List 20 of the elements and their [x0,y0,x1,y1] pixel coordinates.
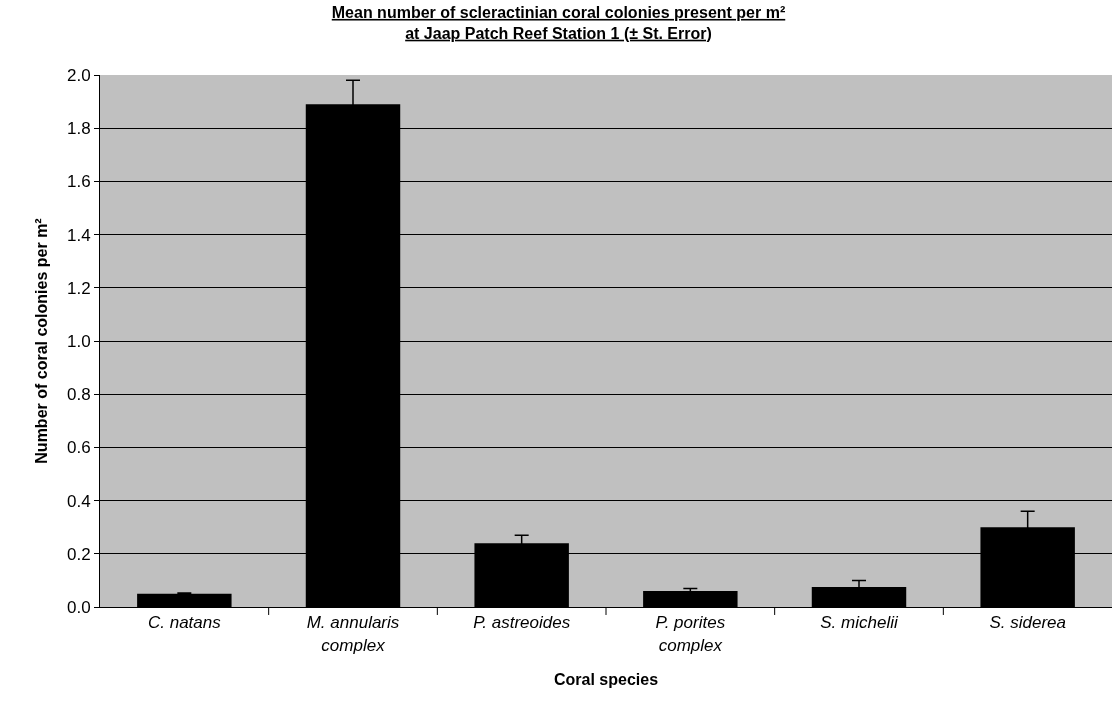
y-axis-title: Number of coral colonies per m² [32,218,50,464]
x-tick-label: S. siderea [989,613,1066,633]
y-tick-label: 2.0 [66,65,91,85]
y-tick-label: 1.6 [66,172,91,192]
y-tick-label: 1.4 [66,225,91,245]
y-tick-label: 0.4 [66,491,91,511]
x-tick-label: M. annularis complex [306,613,400,655]
x-tick-label: P. porites complex [655,613,726,655]
y-tick-label: 1.8 [66,119,91,139]
x-tick-label: P. astreoides [473,613,571,633]
chart-title: Mean number of scleractinian coral colonies present per m² at Jaap Patch Reef Station 1 (± St. Error) [331,3,786,42]
x-tick-label: C. natans [147,613,222,633]
y-tick-label: 0.8 [66,385,91,405]
y-tick-label: 0.2 [66,544,91,564]
y-tick-label: 1.0 [66,331,91,351]
x-axis-title: Coral species [553,671,659,689]
y-tick-label: 0.0 [66,597,91,617]
y-tick-label: 1.2 [66,278,91,298]
x-tick-label: S. michelii [820,613,899,633]
y-tick-label: 0.6 [66,438,91,458]
